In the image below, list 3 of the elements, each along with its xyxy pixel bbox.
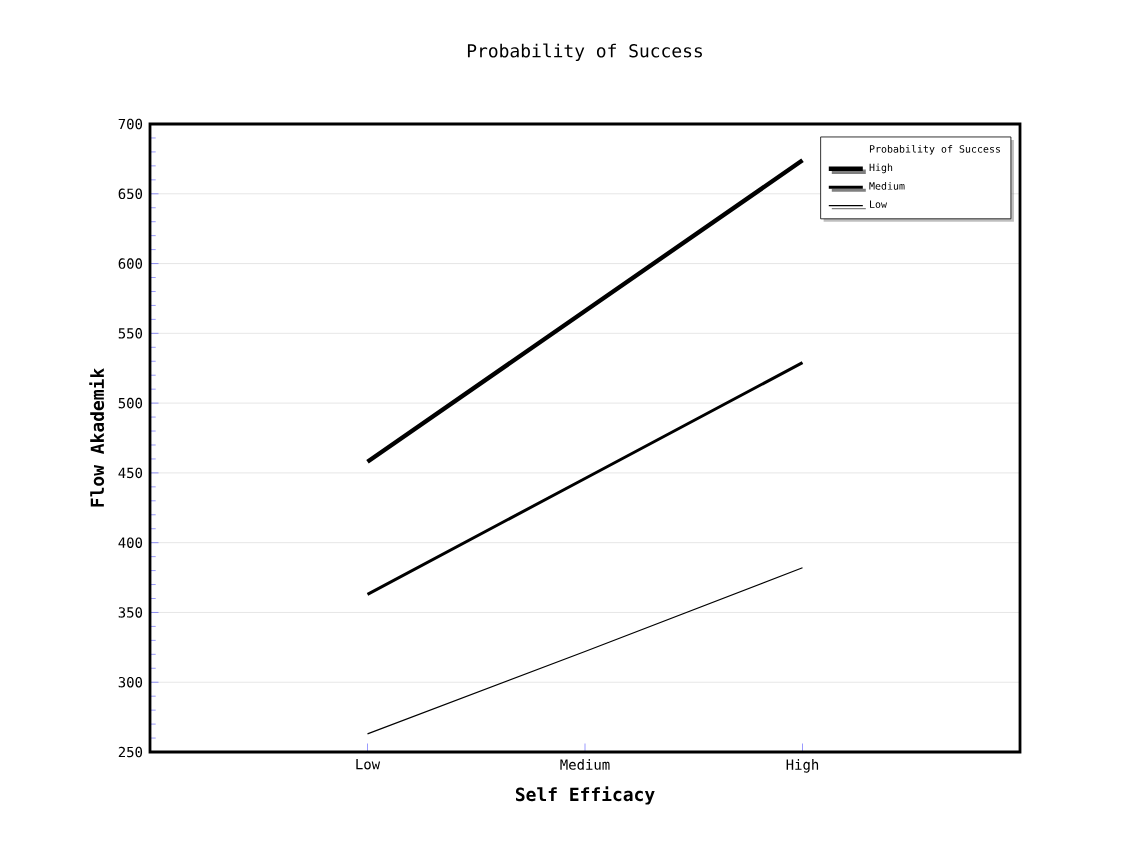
x-axis-title: Self Efficacy [515,786,655,805]
chart-title: Probability of Success [467,43,702,61]
y-axis-title: Flow Akademik [89,368,105,507]
